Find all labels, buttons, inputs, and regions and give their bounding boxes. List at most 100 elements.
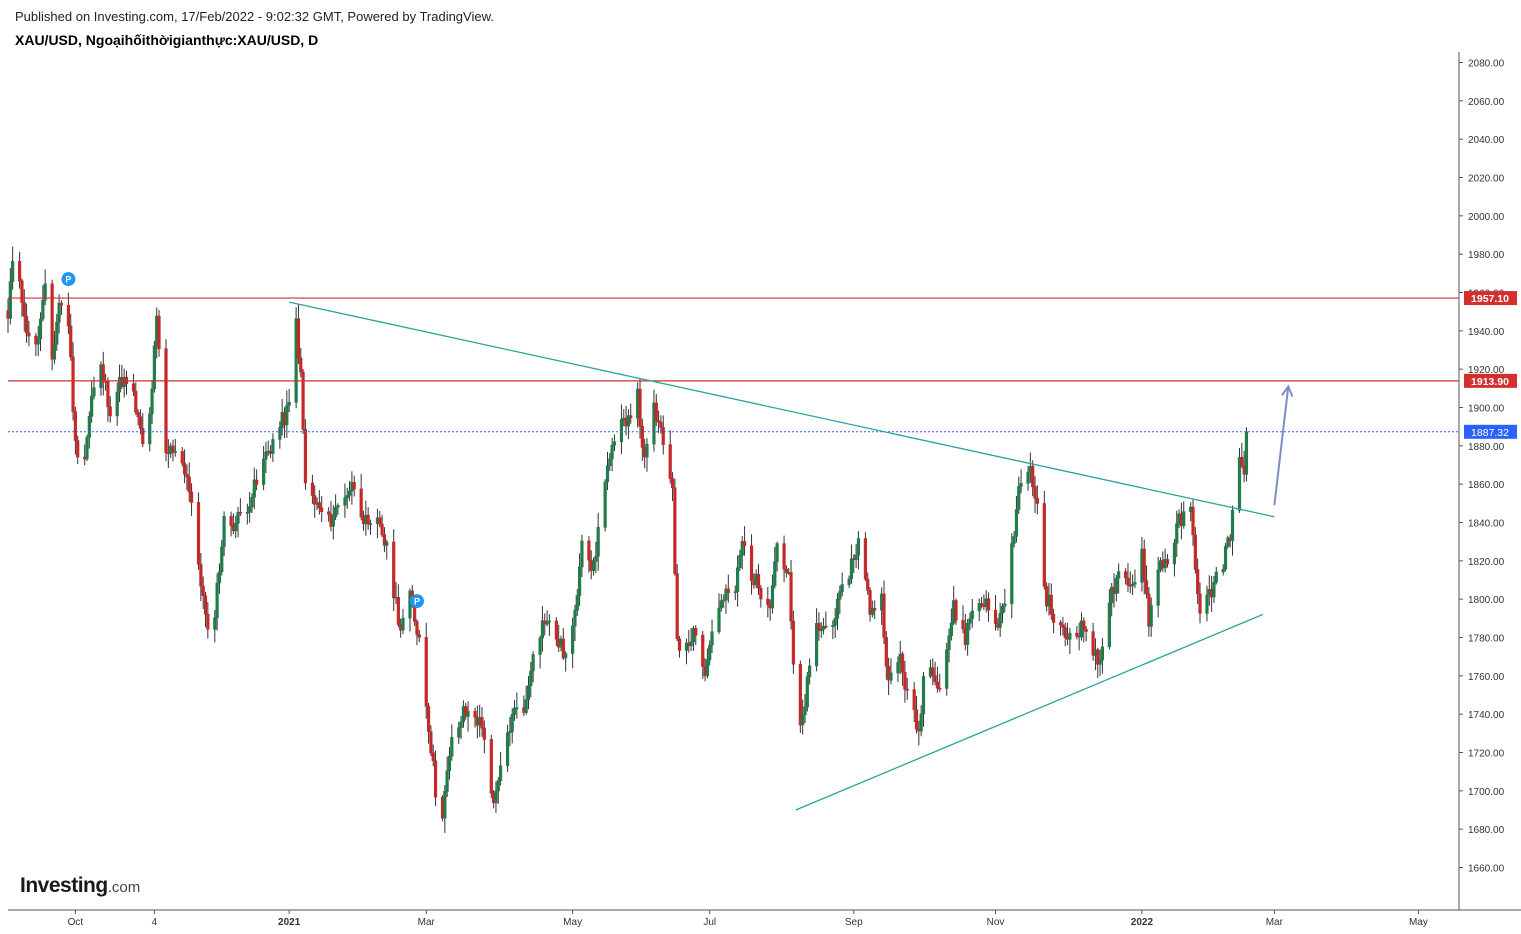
candle-body: [236, 511, 240, 524]
candle-body: [629, 415, 633, 419]
candle-body: [759, 587, 763, 600]
candle-body: [1196, 569, 1200, 595]
candle-body: [187, 476, 191, 493]
candle-body: [24, 315, 29, 334]
candle-body: [900, 653, 905, 673]
candle-body: [185, 473, 189, 478]
candle-body: [429, 731, 433, 754]
candle-body: [199, 563, 203, 587]
candle-body: [1223, 546, 1228, 570]
candle-body: [1017, 486, 1021, 510]
candle-body: [1124, 571, 1128, 579]
candle-body: [69, 325, 73, 358]
candle-body: [1193, 534, 1197, 570]
candle-body: [547, 620, 551, 623]
candle-body: [278, 427, 282, 440]
published-info: Published on Investing.com, 17/Feb/2022 …: [15, 9, 494, 24]
candle-body: [52, 343, 57, 360]
candle-body: [496, 780, 500, 792]
candle-body: [803, 706, 807, 716]
price-tick-label: 1880.00: [1468, 442, 1505, 453]
price-tick-label: 2020.00: [1468, 174, 1505, 185]
price-tick-label: 1680.00: [1468, 825, 1505, 836]
candle-body: [638, 388, 642, 427]
candle-body: [92, 387, 96, 397]
candle-body: [970, 610, 974, 620]
candle-body: [1082, 620, 1086, 630]
candle-body: [250, 497, 254, 507]
candle-body: [961, 619, 965, 630]
candle-body: [252, 479, 256, 498]
candle-body: [138, 416, 143, 429]
candle-body: [1126, 577, 1130, 586]
candle-body: [473, 711, 477, 718]
candle-body: [701, 634, 705, 667]
candle-body: [919, 713, 923, 732]
candle-body: [815, 623, 819, 667]
candle-body: [359, 488, 363, 518]
candle-body: [148, 413, 152, 445]
candle-body: [431, 752, 435, 762]
candle-body: [591, 561, 596, 571]
candle-body: [347, 490, 352, 496]
candle-body: [206, 613, 210, 630]
candle-body: [854, 554, 858, 560]
candle-body: [782, 543, 786, 570]
candle-body: [717, 607, 721, 633]
candle-body: [238, 511, 242, 514]
resistance-price-label: 1913.90: [1471, 376, 1509, 388]
candle-body: [977, 603, 981, 612]
candle-body: [968, 618, 972, 624]
candle-body: [1212, 582, 1216, 598]
candle-body: [18, 260, 22, 282]
candle-body: [294, 318, 298, 403]
candle-body: [1175, 523, 1179, 544]
candle-body: [645, 443, 649, 458]
candle-body: [22, 302, 26, 317]
time-axis: Oct 4 2021 Mar May Jul Sep Nov 2022 Mar May: [8, 909, 1521, 928]
candle-body: [1068, 632, 1072, 640]
time-tick-label: Nov: [987, 917, 1005, 928]
candle-body: [1033, 486, 1037, 499]
candle-body: [835, 599, 840, 619]
candle-body: [524, 699, 528, 713]
price-tick-label: 1920.00: [1468, 365, 1505, 376]
candle-body: [889, 672, 893, 681]
candle-body: [152, 345, 156, 390]
candle-body: [824, 625, 828, 628]
candle-body: [571, 625, 575, 654]
candle-body: [66, 304, 71, 327]
candle-body: [817, 623, 821, 631]
candle-body: [1214, 571, 1218, 583]
candle-body: [1019, 483, 1023, 487]
candle-body: [1098, 659, 1102, 665]
candle-body: [59, 302, 64, 306]
candle-body: [724, 588, 728, 601]
candle-body: [313, 495, 317, 505]
price-tick-label: 2040.00: [1468, 135, 1505, 146]
candle-body: [847, 578, 851, 585]
price-labels: 1957.10 1913.90 1887.32: [1464, 291, 1517, 439]
candle-body: [1133, 582, 1137, 585]
candle-body: [821, 625, 826, 630]
candle-body: [529, 670, 533, 686]
candle-body: [43, 283, 47, 301]
time-tick-label: 4: [152, 917, 158, 928]
candle-body: [1191, 506, 1195, 536]
candle-body: [317, 502, 321, 509]
candle-body: [217, 571, 222, 584]
candle-body: [1165, 559, 1170, 565]
candle-body: [789, 572, 793, 622]
candle-body: [173, 451, 177, 453]
candle-body: [396, 597, 400, 625]
candles-layer: [6, 246, 1249, 833]
price-axis: 1660.00 1680.00 1700.00 1720.00 1740.00 1760.…: [1458, 52, 1505, 910]
time-tick-label: Jul: [703, 917, 716, 928]
candle-body: [426, 705, 431, 732]
candle-body: [1014, 509, 1019, 537]
candle-body: [433, 760, 438, 798]
candle-body: [85, 437, 89, 460]
candle-body: [248, 506, 252, 513]
candle-body: [417, 634, 421, 638]
